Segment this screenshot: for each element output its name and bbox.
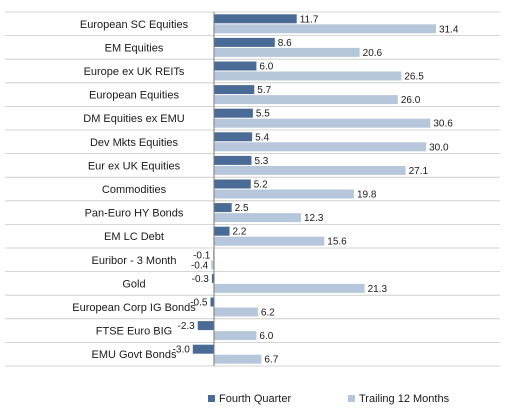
bar-fourth-quarter <box>214 155 252 165</box>
category-label: EM Equities <box>105 42 164 54</box>
category-label: European Equities <box>89 90 179 102</box>
bar-fourth-quarter <box>211 273 214 283</box>
data-label-trailing-12-months: 6.7 <box>264 355 278 366</box>
bar-fourth-quarter <box>214 179 251 189</box>
bar-trailing-12-months <box>214 354 262 364</box>
data-label-trailing-12-months: 20.6 <box>363 48 383 59</box>
data-label-fourth-quarter: 6.0 <box>259 62 273 73</box>
data-label-fourth-quarter: 5.4 <box>255 132 269 143</box>
bar-trailing-12-months <box>214 95 398 105</box>
bar-trailing-12-months <box>214 24 436 34</box>
data-label-fourth-quarter: 11.7 <box>300 14 319 25</box>
bar-fourth-quarter <box>214 132 253 142</box>
data-label-fourth-quarter: 5.3 <box>254 156 268 167</box>
data-label-trailing-12-months: 6.2 <box>261 308 275 319</box>
category-label: EM LC Debt <box>104 231 164 243</box>
bar-fourth-quarter <box>214 85 255 95</box>
bar-trailing-12-months <box>214 283 365 293</box>
legend-trailing-12-months-swatch <box>348 395 355 402</box>
legend-fourth-quarter-swatch <box>208 395 215 402</box>
category-label: European Corp IG Bonds <box>72 302 196 314</box>
category-labels: European SC Equities EM Equities Europe ex… <box>72 19 196 361</box>
bar-trailing-12-months <box>214 142 427 152</box>
data-label-fourth-quarter: 2.5 <box>235 203 249 214</box>
bar-fourth-quarter <box>197 321 214 331</box>
data-label-trailing-12-months: 26.0 <box>401 95 421 106</box>
data-label-fourth-quarter: 5.7 <box>257 85 271 96</box>
data-label-trailing-12-months: 26.5 <box>404 72 424 83</box>
data-label-trailing-12-months: 30.6 <box>433 119 453 130</box>
bars <box>192 14 436 364</box>
bar-trailing-12-months <box>214 213 301 223</box>
bar-trailing-12-months <box>214 331 257 341</box>
row-separators <box>5 11 500 367</box>
data-label-fourth-quarter: -0.3 <box>192 274 210 285</box>
category-label: Gold <box>122 278 145 290</box>
legend: Fourth Quarter Trailing 12 Months <box>208 393 450 405</box>
data-label-fourth-quarter: 5.2 <box>254 180 268 191</box>
data-label-trailing-12-months: 27.1 <box>409 166 429 177</box>
bar-fourth-quarter <box>214 203 232 213</box>
bar-trailing-12-months <box>214 165 406 175</box>
data-label-trailing-12-months: 30.0 <box>429 142 449 153</box>
category-label: Euribor - 3 Month <box>92 255 177 267</box>
data-label-trailing-12-months: 15.6 <box>327 237 347 248</box>
category-label: European SC Equities <box>80 19 189 31</box>
data-label-fourth-quarter: -3.0 <box>173 345 191 356</box>
data-label-fourth-quarter: 8.6 <box>278 38 292 49</box>
bar-trailing-12-months <box>214 307 258 317</box>
legend-fourth-quarter-label: Fourth Quarter <box>219 393 291 405</box>
data-label-trailing-12-months: 21.3 <box>368 284 388 295</box>
legend-trailing-12-months-label: Trailing 12 Months <box>359 393 450 405</box>
data-label-trailing-12-months: -0.4 <box>191 260 209 271</box>
bar-fourth-quarter <box>214 37 275 47</box>
bar-fourth-quarter <box>192 344 214 354</box>
category-label: EMU Govt Bonds <box>92 349 177 361</box>
category-label: Eur ex UK Equities <box>88 160 181 172</box>
category-label: Commodities <box>102 184 167 196</box>
bar-trailing-12-months <box>214 118 431 128</box>
bar-fourth-quarter <box>214 14 297 24</box>
bar-fourth-quarter <box>214 226 230 236</box>
data-label-trailing-12-months: 19.8 <box>357 190 377 201</box>
bar-fourth-quarter <box>214 108 253 118</box>
category-label: FTSE Euro BIG <box>96 326 172 338</box>
bar-trailing-12-months <box>214 236 325 246</box>
bar-trailing-12-months <box>214 189 354 199</box>
data-label-trailing-12-months: 12.3 <box>304 213 324 224</box>
data-label-fourth-quarter: 2.2 <box>233 227 247 238</box>
category-label: Pan-Euro HY Bonds <box>85 208 184 220</box>
bar-fourth-quarter <box>214 61 257 71</box>
category-label: DM Equities ex EMU <box>83 113 185 125</box>
data-label-trailing-12-months: 6.0 <box>259 331 273 342</box>
category-label: Europe ex UK REITs <box>84 66 185 78</box>
value-labels: 11.7 31.4 8.6 20.6 6.0 26.5 5.7 26.0 5.5 30.6 5.4 3… <box>173 14 459 365</box>
data-label-fourth-quarter: -0.5 <box>190 298 208 309</box>
bar-fourth-quarter <box>210 297 214 307</box>
data-label-fourth-quarter: -2.3 <box>178 321 196 332</box>
category-label: Dev Mkts Equities <box>90 137 179 149</box>
bar-trailing-12-months <box>214 47 360 57</box>
data-label-trailing-12-months: 31.4 <box>439 24 459 35</box>
bar-trailing-12-months <box>211 260 214 270</box>
data-label-fourth-quarter: -0.1 <box>193 250 211 261</box>
bar-trailing-12-months <box>214 71 402 81</box>
data-label-fourth-quarter: 5.5 <box>256 109 270 120</box>
